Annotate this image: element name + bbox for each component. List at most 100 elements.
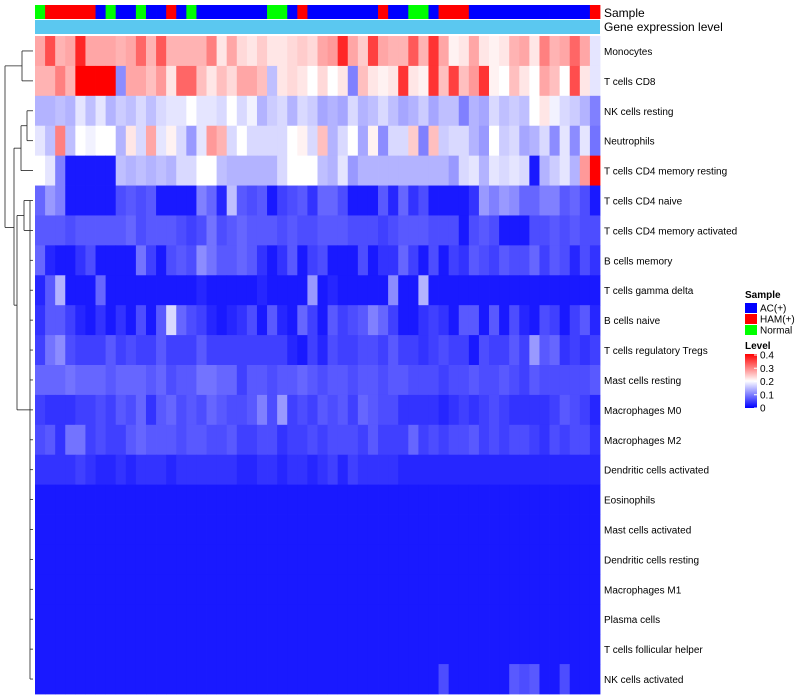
heatmap-cell — [327, 36, 339, 67]
heatmap-cell — [418, 484, 429, 515]
heatmap-cell — [438, 185, 450, 216]
heatmap-cell — [135, 634, 147, 665]
heatmap-cell — [438, 394, 450, 426]
heatmap-cell — [317, 514, 328, 545]
heatmap-cell — [145, 574, 157, 605]
heatmap-cell — [337, 305, 349, 336]
heatmap-cell — [347, 275, 359, 306]
sample-annotation-cell — [125, 5, 137, 19]
heatmap-cell — [186, 305, 197, 336]
heatmap-cell — [216, 424, 228, 456]
heatmap-cell — [317, 454, 328, 486]
heatmap-cell — [448, 604, 460, 635]
heatmap-cell — [478, 544, 490, 575]
heatmap-cell — [226, 544, 238, 575]
heatmap-cell — [216, 544, 228, 575]
heatmap-cell — [145, 514, 157, 545]
heatmap-cell — [105, 215, 117, 246]
heatmap-cell — [489, 305, 500, 336]
heatmap-cell — [489, 36, 500, 67]
heatmap-cell — [65, 574, 76, 605]
heatmap-cell — [156, 215, 167, 246]
heatmap-cell — [145, 125, 157, 157]
heatmap-cell — [519, 604, 530, 635]
heatmap-cell — [65, 245, 76, 276]
heatmap-cell — [95, 65, 107, 97]
heatmap-cell — [166, 394, 177, 426]
heatmap-cell — [105, 424, 117, 456]
sample-annotation-cell — [85, 5, 96, 19]
heatmap-cell — [418, 454, 429, 486]
heatmap-cell — [35, 664, 46, 695]
heatmap-cell — [35, 65, 46, 97]
heatmap-cell — [337, 394, 349, 426]
heatmap-cell — [105, 604, 117, 635]
heatmap-cell — [55, 634, 66, 665]
heatmap-cell — [135, 305, 147, 336]
heatmap-cell — [196, 305, 207, 336]
heatmap-cell — [579, 36, 591, 67]
heatmap-cell — [307, 514, 318, 545]
heatmap-cell — [489, 454, 500, 486]
heatmap-cell — [458, 484, 470, 515]
heatmap-cell — [367, 215, 379, 246]
heatmap-cell — [307, 65, 318, 97]
heatmap-cell — [468, 454, 480, 486]
heatmap-cell — [75, 394, 86, 426]
heatmap-cell — [186, 454, 197, 486]
heatmap-cell — [357, 215, 369, 246]
heatmap-cell — [297, 394, 308, 426]
legend-label: HAM(+) — [760, 315, 795, 326]
sample-annotation-bar — [35, 5, 601, 19]
heatmap-cell — [408, 245, 419, 276]
heatmap-cell — [428, 185, 439, 216]
heatmap-cell — [367, 634, 379, 665]
heatmap-cell — [246, 155, 258, 186]
heatmap-cell — [166, 125, 177, 157]
heatmap-cell — [115, 155, 127, 186]
sample-annotation-cell — [267, 5, 278, 19]
heatmap-cell — [357, 574, 369, 605]
heatmap-cell — [95, 424, 107, 456]
heatmap-cell — [135, 544, 147, 575]
heatmap-cell — [125, 155, 137, 186]
sample-annotation-cell — [135, 5, 147, 19]
heatmap-cell — [156, 36, 167, 67]
heatmap-cell — [317, 215, 328, 246]
heatmap-cell — [569, 574, 581, 605]
heatmap-cell — [519, 544, 530, 575]
heatmap-cell — [367, 335, 379, 366]
row-label: Dendritic cells resting — [604, 555, 699, 566]
heatmap-cell — [226, 305, 238, 336]
heatmap-cell — [478, 245, 490, 276]
heatmap-cell — [236, 305, 248, 336]
heatmap-cell — [55, 365, 66, 396]
heatmap-cell — [267, 155, 278, 186]
heatmap-cell — [196, 125, 207, 157]
heatmap-cell — [85, 125, 96, 157]
heatmap-cell — [438, 36, 450, 67]
heatmap-cell — [186, 275, 197, 306]
sample-annotation-cell — [256, 5, 268, 19]
heatmap-cell — [216, 604, 228, 635]
heatmap-cell — [297, 604, 308, 635]
heatmap-cell — [499, 275, 510, 306]
heatmap-cell — [216, 305, 228, 336]
heatmap-cell — [297, 95, 308, 127]
heatmap-cell — [287, 305, 298, 336]
heatmap-cell — [378, 574, 389, 605]
heatmap-cell — [398, 275, 409, 306]
heatmap-cell — [509, 544, 520, 575]
heatmap-cell — [357, 305, 369, 336]
heatmap-cell — [378, 65, 389, 97]
heatmap-cell — [297, 634, 308, 665]
heatmap-cell — [156, 604, 167, 635]
heatmap-cell — [216, 275, 228, 306]
heatmap-cell — [499, 664, 510, 695]
heatmap-cell — [277, 394, 288, 426]
heatmap-cell — [145, 245, 157, 276]
heatmap-cell — [398, 544, 409, 575]
level-tick-label: 0.2 — [760, 377, 774, 388]
heatmap-cell — [287, 95, 298, 127]
